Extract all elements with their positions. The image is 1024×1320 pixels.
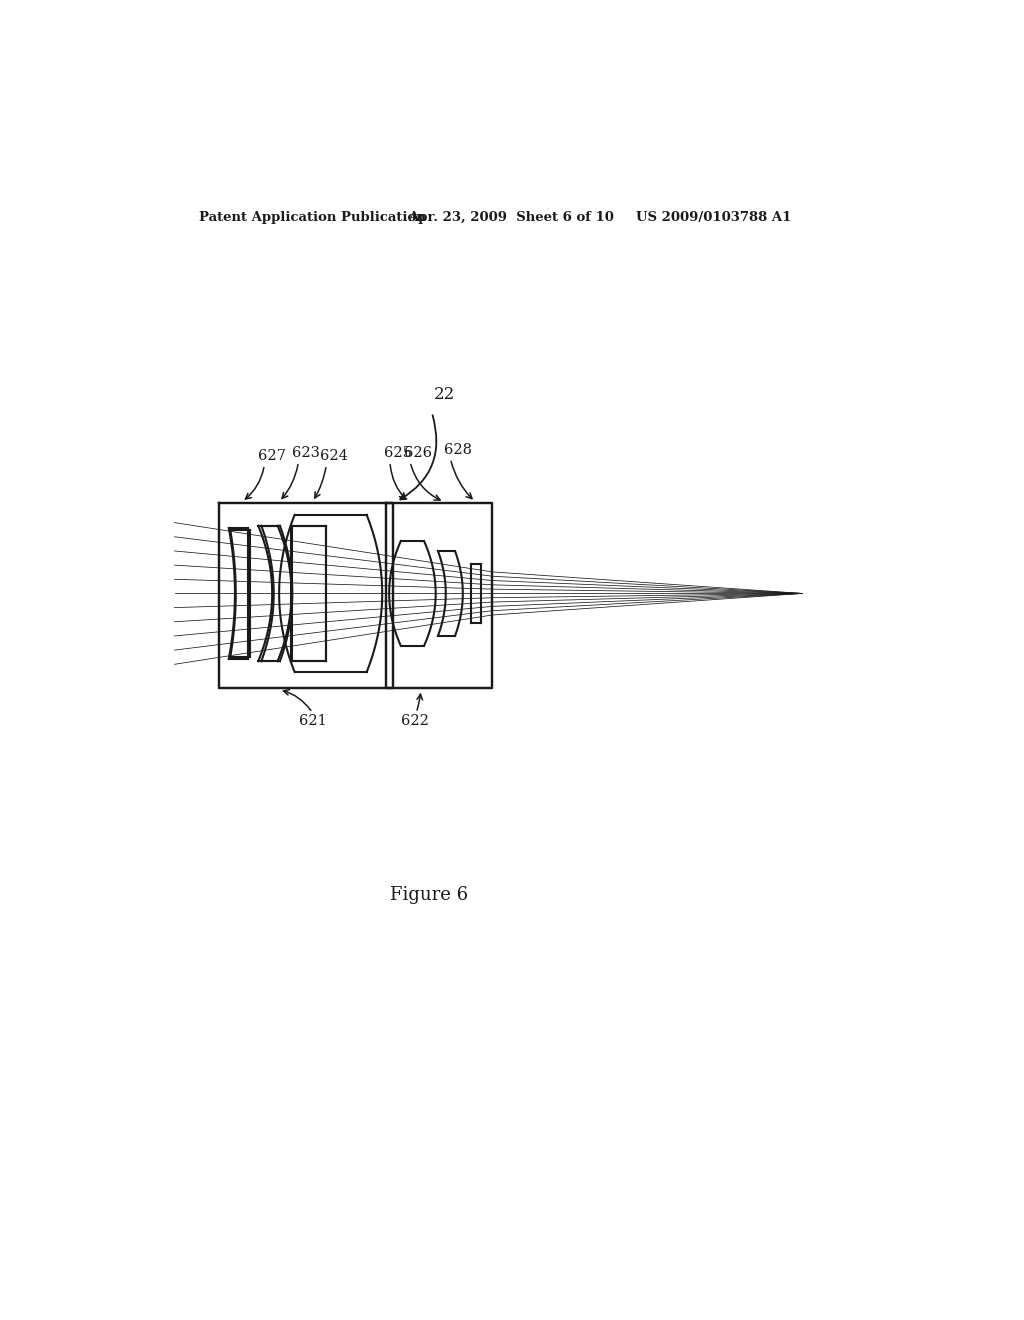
Text: 627: 627: [258, 449, 286, 463]
Text: Apr. 23, 2009  Sheet 6 of 10: Apr. 23, 2009 Sheet 6 of 10: [409, 211, 614, 224]
Text: US 2009/0103788 A1: US 2009/0103788 A1: [636, 211, 791, 224]
Text: 623: 623: [292, 446, 321, 461]
Text: 622: 622: [400, 714, 429, 729]
Text: Figure 6: Figure 6: [390, 886, 468, 904]
Text: 628: 628: [444, 444, 472, 457]
Text: 624: 624: [321, 449, 348, 463]
Text: 621: 621: [299, 714, 327, 729]
Text: Patent Application Publication: Patent Application Publication: [200, 211, 426, 224]
Text: 626: 626: [403, 446, 432, 461]
Text: 22: 22: [433, 387, 455, 404]
Text: 625: 625: [384, 446, 412, 461]
